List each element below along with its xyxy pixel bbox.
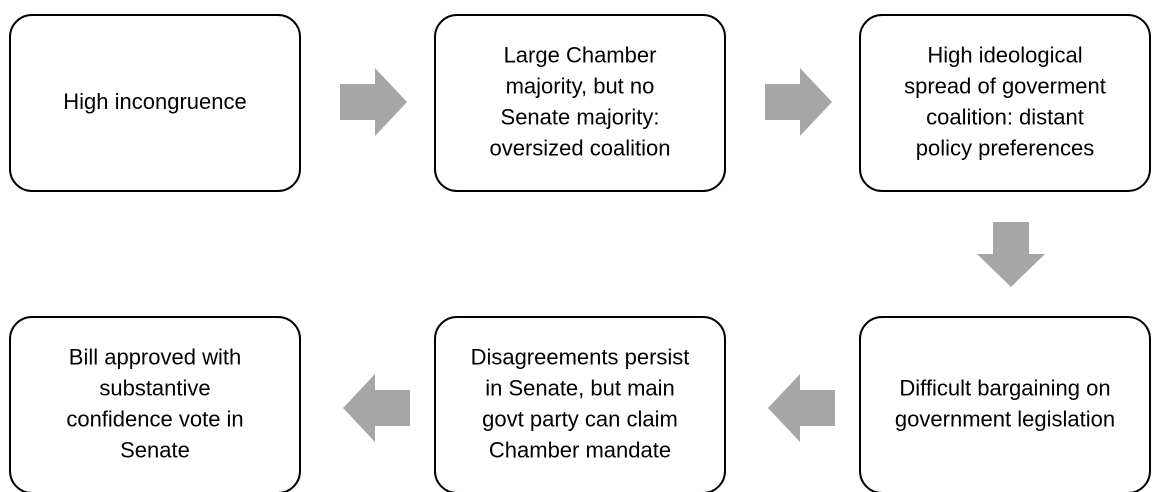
node-label: majority, but no — [506, 73, 655, 98]
node: Large Chamber majority, but no Senate majo… — [434, 14, 726, 192]
node-label: High incongruence — [63, 89, 246, 114]
node-label: Chamber mandate — [489, 437, 671, 462]
arrow-left — [768, 374, 835, 442]
arrow-down — [977, 222, 1045, 287]
node: Bill approved with substantive confidence … — [9, 316, 301, 492]
node-box — [9, 14, 301, 192]
node-box — [434, 316, 726, 492]
node-label: spread of goverment — [904, 73, 1106, 98]
node-box — [859, 14, 1151, 192]
node: Disagreements persist in Senate, but main… — [434, 316, 726, 492]
arrow-right — [340, 68, 407, 136]
node-label: confidence vote in — [66, 406, 243, 431]
node-label: in Senate, but main — [485, 375, 675, 400]
arrow-right — [765, 68, 832, 136]
node-label: Senate — [120, 437, 190, 462]
node: High ideological spread of goverment coali… — [859, 14, 1151, 192]
node-box — [859, 316, 1151, 492]
node-label: government legislation — [895, 406, 1115, 431]
node-box — [434, 14, 726, 192]
node-label: Difficult bargaining on — [899, 375, 1110, 400]
node-box — [9, 316, 301, 492]
node-label: policy preferences — [916, 135, 1095, 160]
node: Difficult bargaining on government legisl… — [859, 316, 1151, 492]
node-label: Disagreements persist — [471, 344, 690, 369]
node-label: Large Chamber — [504, 42, 657, 67]
node-label: Bill approved with — [69, 344, 241, 369]
node-label: substantive — [99, 375, 210, 400]
arrow-left — [343, 374, 410, 442]
node-label: Senate majority: — [501, 104, 660, 129]
node-label: coalition: distant — [926, 104, 1084, 129]
node: High incongruence — [9, 14, 301, 192]
node-label: govt party can claim — [482, 406, 678, 431]
node-label: oversized coalition — [490, 135, 671, 160]
node-label: High ideological — [927, 42, 1082, 67]
